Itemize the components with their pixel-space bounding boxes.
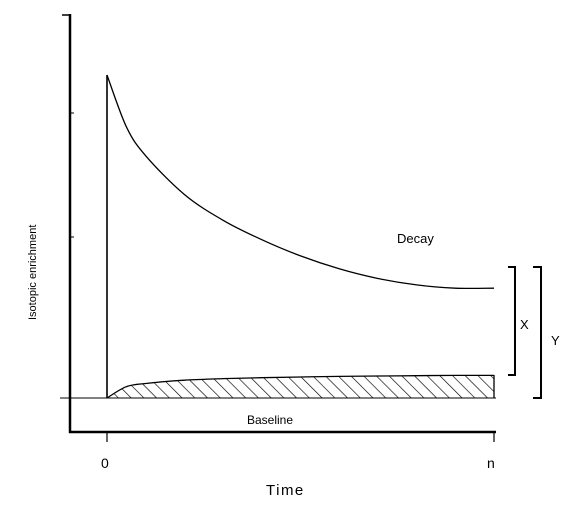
hatched-area xyxy=(107,375,494,398)
bracket-x-label: X xyxy=(520,317,529,332)
bracket-x xyxy=(508,266,516,376)
x-tick-label-0: 0 xyxy=(101,455,109,471)
decay-curve-line xyxy=(106,74,495,290)
baseline-label: Baseline xyxy=(247,413,293,427)
bracket-y-label: Y xyxy=(551,333,560,348)
bracket-y xyxy=(533,266,542,399)
lower-curve-line xyxy=(106,374,495,399)
y-axis-title: Isotopic enrichment xyxy=(27,225,39,320)
decay-label: Decay xyxy=(397,231,434,246)
x-tick-label-n: n xyxy=(487,455,495,471)
x-axis-title: Time xyxy=(266,482,305,499)
